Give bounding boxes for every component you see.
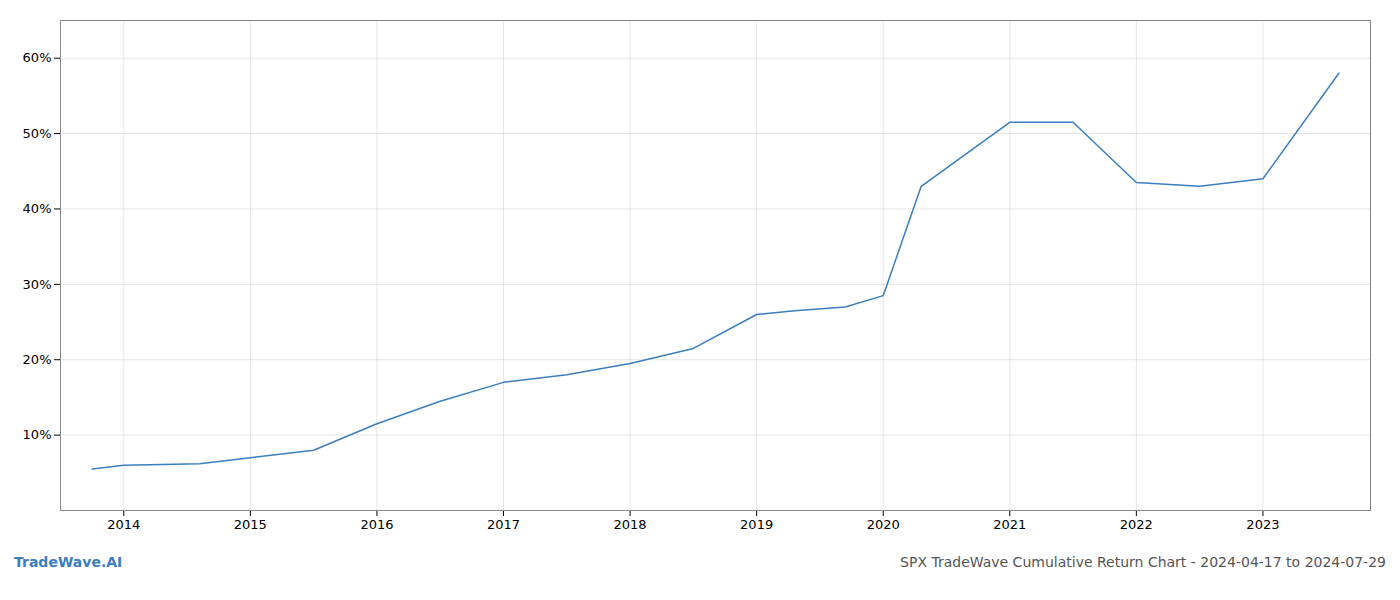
svg-text:2017: 2017 [487, 517, 520, 532]
svg-text:2020: 2020 [867, 517, 900, 532]
html-text:SPX TradeWave Cumulative Retur: SPX TradeWave Cumulative Return Chart - … [900, 554, 1386, 570]
html-text:TradeWave.AI: TradeWave.AI [14, 554, 123, 570]
svg-text:2021: 2021 [993, 517, 1026, 532]
svg-text:60%: 60% [23, 50, 52, 65]
svg-text:20%: 20% [23, 352, 52, 367]
svg-text:2022: 2022 [1120, 517, 1153, 532]
svg-text:30%: 30% [23, 277, 52, 292]
svg-text:2014: 2014 [107, 517, 140, 532]
svg-text:40%: 40% [23, 201, 52, 216]
svg-text:10%: 10% [23, 427, 52, 442]
svg-text:2018: 2018 [614, 517, 647, 532]
svg-text:2019: 2019 [740, 517, 773, 532]
svg-text:2015: 2015 [234, 517, 267, 532]
svg-text:2023: 2023 [1246, 517, 1279, 532]
svg-text:50%: 50% [23, 126, 52, 141]
svg-text:2016: 2016 [360, 517, 393, 532]
